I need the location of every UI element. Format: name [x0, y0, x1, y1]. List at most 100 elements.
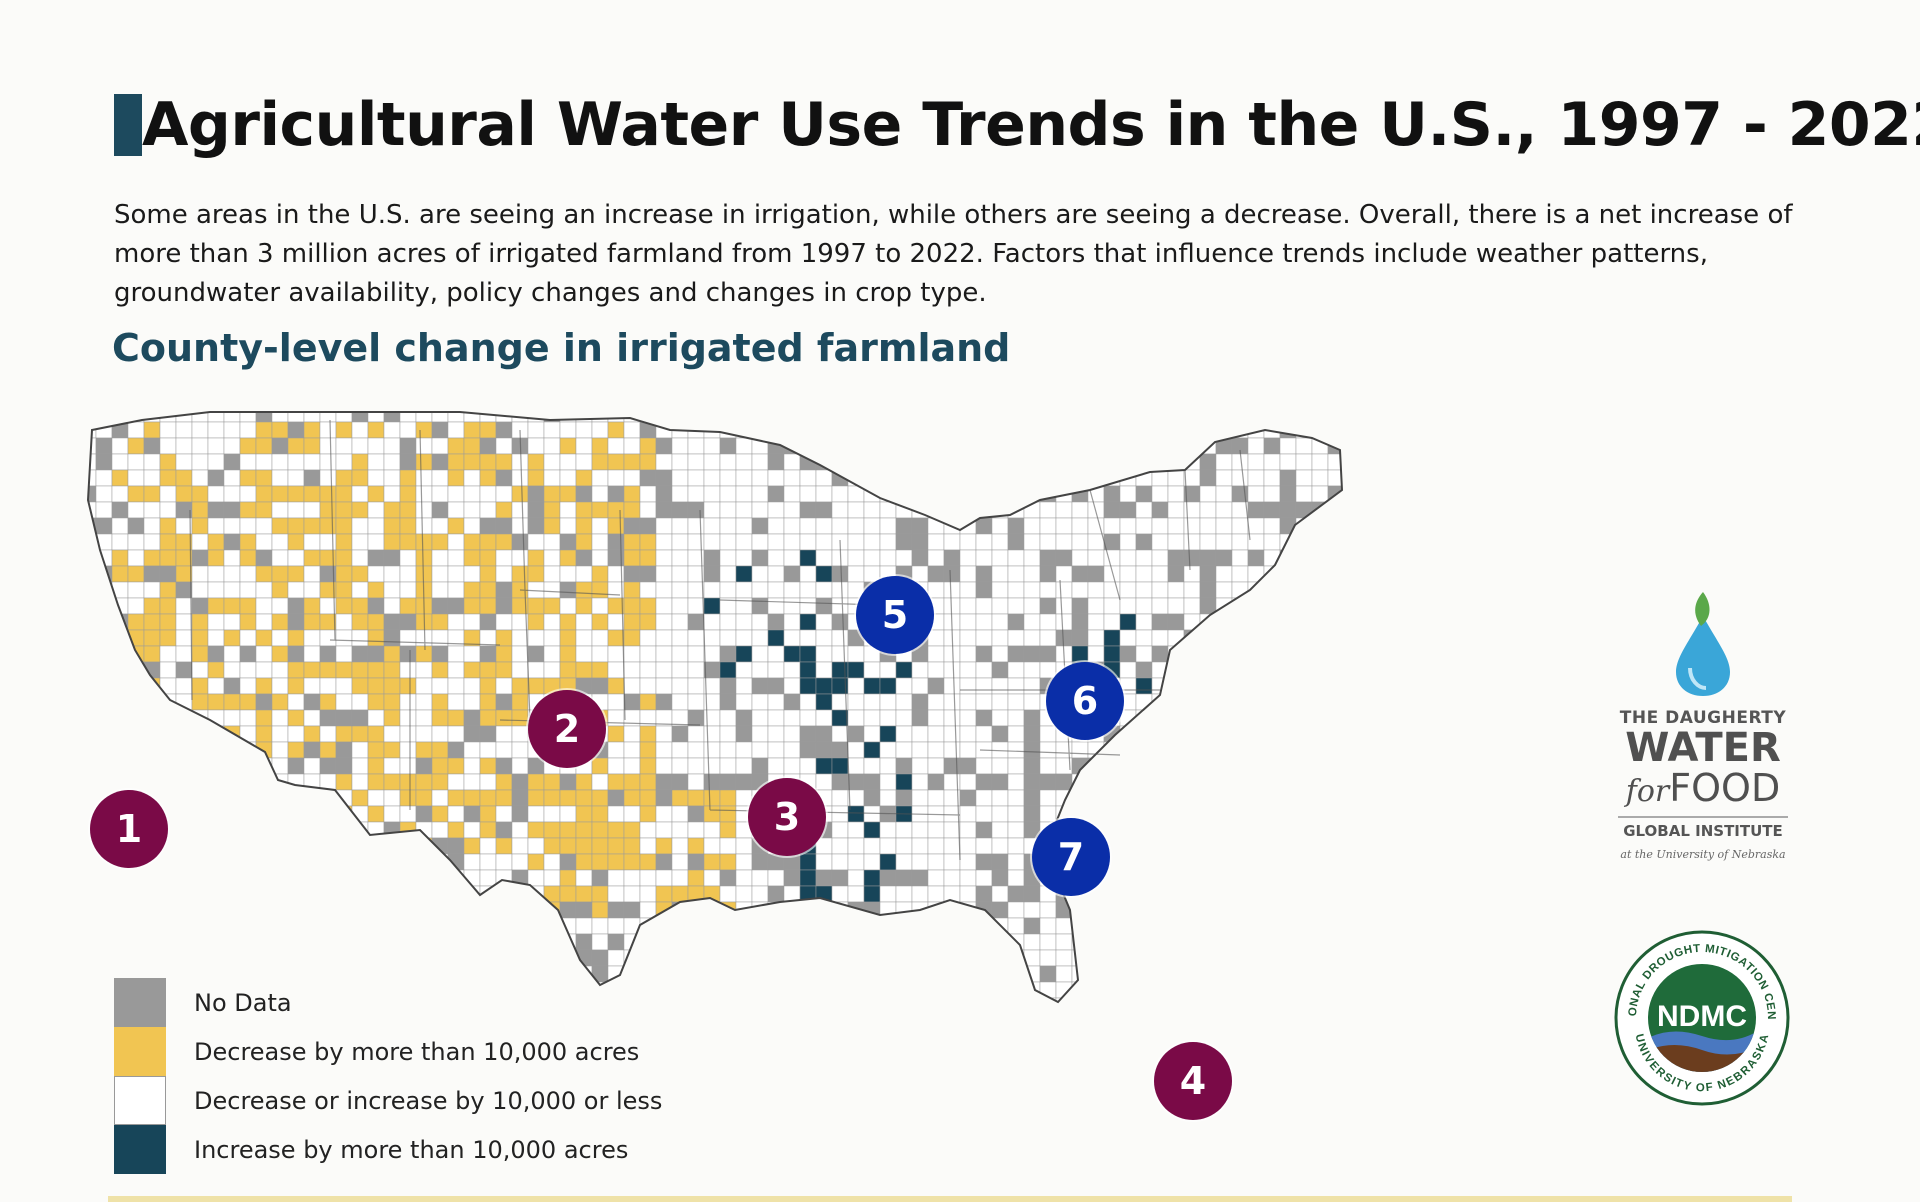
county-cell — [1119, 773, 1137, 791]
county-cell — [735, 757, 753, 775]
county-cell — [1167, 869, 1185, 887]
county-cell — [303, 613, 321, 631]
county-cell — [319, 677, 337, 695]
county-cell — [1040, 1174, 1056, 1190]
county-cell — [799, 412, 817, 423]
county-cell — [735, 725, 753, 743]
county-cell — [223, 613, 241, 631]
county-cell — [848, 1142, 864, 1158]
county-cell — [1103, 981, 1121, 999]
county-cell — [1392, 758, 1408, 774]
county-cell — [1360, 534, 1376, 550]
county-cell — [1103, 453, 1121, 471]
county-cell — [544, 1174, 560, 1190]
county-cell — [1103, 789, 1121, 807]
county-cell — [1135, 597, 1153, 615]
county-cell — [1295, 549, 1313, 567]
county-cell — [191, 901, 209, 919]
county-cell — [960, 1094, 976, 1110]
county-cell — [527, 789, 545, 807]
county-cell — [687, 412, 705, 423]
county-cell — [335, 597, 353, 615]
county-cell — [335, 933, 353, 951]
county-cell — [95, 421, 113, 439]
county-cell — [832, 1126, 848, 1142]
county-cell — [463, 789, 481, 807]
county-cell — [271, 437, 289, 455]
county-cell — [1280, 1126, 1296, 1142]
county-cell — [463, 741, 481, 759]
county-cell — [1199, 885, 1217, 903]
county-cell — [1392, 1126, 1408, 1142]
county-cell — [815, 501, 833, 519]
county-cell — [623, 757, 641, 775]
county-cell — [767, 533, 785, 551]
county-cell — [159, 613, 177, 631]
county-cell — [815, 933, 833, 951]
county-cell — [271, 741, 289, 759]
county-cell — [704, 390, 720, 406]
county-cell — [95, 757, 113, 775]
county-cell — [735, 853, 753, 871]
county-cell — [976, 1094, 992, 1110]
county-cell — [415, 805, 433, 823]
county-cell — [543, 597, 561, 615]
county-cell — [415, 549, 433, 567]
county-cell — [672, 1094, 688, 1110]
county-cell — [239, 469, 257, 487]
county-cell — [815, 853, 833, 871]
county-cell — [1360, 438, 1376, 454]
county-cell — [1360, 1078, 1376, 1094]
county-cell — [88, 597, 97, 615]
county-cell — [1039, 549, 1057, 567]
county-cell — [735, 661, 753, 679]
county-cell — [1327, 581, 1342, 599]
county-cell — [1295, 485, 1313, 503]
county-cell — [431, 597, 449, 615]
county-cell — [1408, 822, 1424, 838]
county-cell — [1103, 421, 1121, 439]
county-cell — [1376, 486, 1392, 502]
county-cell — [527, 597, 545, 615]
county-cell — [319, 613, 337, 631]
county-cell — [495, 565, 513, 583]
map-legend: No Data Decrease by more than 10,000 acr… — [114, 978, 662, 1174]
county-cell — [831, 981, 849, 999]
county-cell — [927, 501, 945, 519]
county-cell — [688, 390, 704, 406]
county-cell — [879, 773, 897, 791]
county-cell — [1215, 693, 1233, 711]
county-cell — [1167, 965, 1185, 983]
county-cell — [671, 565, 689, 583]
county-cell — [943, 949, 961, 967]
county-cell — [943, 853, 961, 871]
county-cell — [1072, 1094, 1088, 1110]
county-cell — [1360, 598, 1376, 614]
county-cell — [1344, 886, 1360, 902]
county-cell — [1344, 950, 1360, 966]
county-cell — [1151, 869, 1169, 887]
county-cell — [1024, 390, 1040, 406]
county-cell — [1360, 982, 1376, 998]
county-cell — [879, 549, 897, 567]
county-cell — [1328, 1110, 1344, 1126]
county-cell — [1039, 453, 1057, 471]
county-cell — [1007, 565, 1025, 583]
county-cell — [1135, 853, 1153, 871]
county-cell — [1199, 933, 1217, 951]
county-cell — [1199, 437, 1217, 455]
county-cell — [511, 693, 529, 711]
county-cell — [880, 1030, 896, 1046]
county-cell — [1023, 597, 1041, 615]
county-cell — [1151, 789, 1169, 807]
county-cell — [431, 533, 449, 551]
county-cell — [95, 725, 113, 743]
county-cell — [735, 885, 753, 903]
county-cell — [768, 1174, 784, 1190]
county-cell — [431, 677, 449, 695]
county-cell — [384, 390, 400, 406]
county-cell — [288, 390, 304, 406]
county-cell — [88, 725, 97, 743]
county-cell — [671, 821, 689, 839]
county-cell — [1215, 997, 1233, 1002]
